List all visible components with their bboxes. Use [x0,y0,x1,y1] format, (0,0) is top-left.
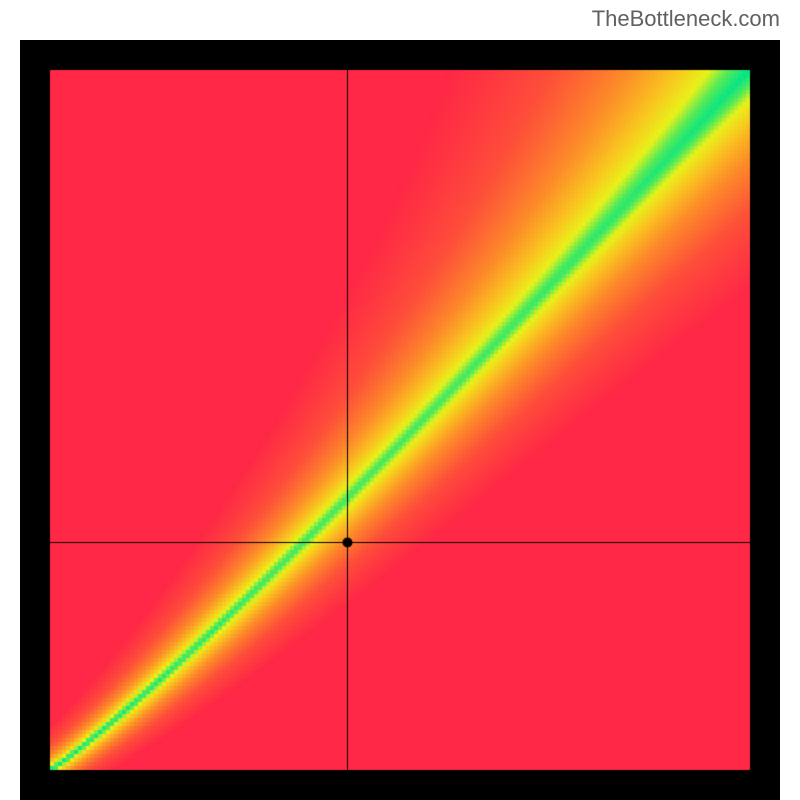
chart-container: TheBottleneck.com [0,0,800,800]
heatmap-canvas [20,40,780,800]
chart-frame [20,40,780,800]
watermark-text: TheBottleneck.com [592,6,780,32]
